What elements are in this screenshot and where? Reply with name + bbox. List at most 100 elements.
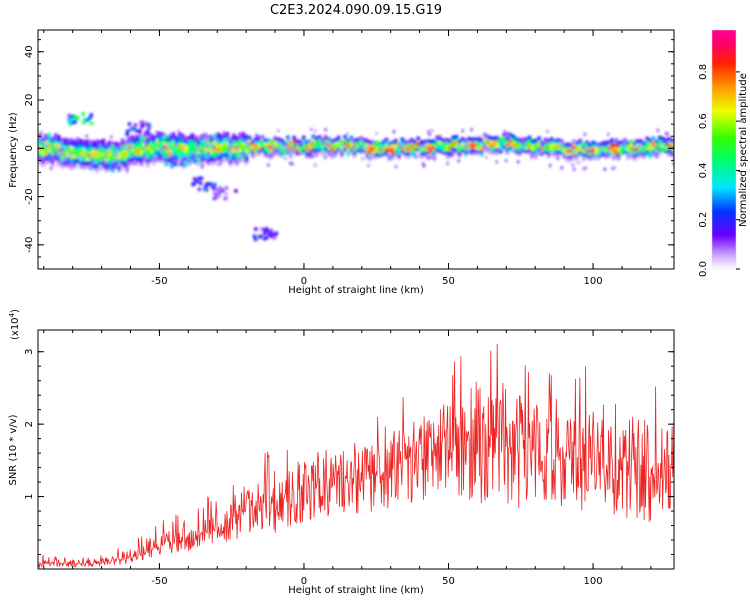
heatmap-cell — [616, 150, 621, 155]
heatmap-cell — [57, 143, 61, 148]
heatmap-cell — [79, 142, 83, 147]
heatmap-cell — [454, 138, 459, 143]
heatmap-cell — [397, 153, 401, 158]
heatmap-cell — [432, 147, 436, 152]
heatmap-cell — [139, 159, 144, 164]
heatmap-speck — [571, 163, 575, 167]
heatmap-cell — [480, 138, 484, 143]
heatmap-cell — [171, 141, 176, 146]
heatmap-cell — [168, 139, 172, 144]
heatmap-speck — [326, 142, 329, 146]
heatmap-speck — [243, 154, 246, 158]
heatmap-cell — [305, 152, 309, 156]
heatmap-cell — [111, 168, 115, 173]
heatmap-cell — [139, 138, 144, 143]
heatmap-cell — [476, 143, 481, 148]
heatmap-cell — [273, 141, 277, 146]
heatmap-cell — [228, 162, 233, 167]
heatmap-cell — [222, 137, 226, 142]
heatmap-cell — [426, 139, 430, 144]
heatmap-cell — [394, 147, 398, 152]
heatmap-cell — [419, 152, 424, 156]
heatmap-cell — [114, 159, 118, 163]
heatmap-cell — [356, 145, 360, 150]
heatmap-speck — [428, 132, 431, 136]
heatmap-cell — [546, 150, 551, 155]
heatmap-speck — [229, 151, 233, 154]
heatmap-cell — [66, 164, 71, 169]
heatmap-cell — [642, 143, 646, 148]
heatmap-cell — [142, 150, 147, 155]
heatmap-cell — [311, 138, 316, 143]
heatmap-cell — [375, 152, 379, 157]
heatmap-cell — [79, 148, 83, 153]
heatmap-cell — [235, 142, 239, 146]
heatmap-cell — [44, 142, 48, 147]
heatmap-cell — [502, 147, 506, 151]
heatmap-cell — [572, 150, 576, 155]
heatmap-cell — [594, 150, 599, 155]
heatmap-cell — [44, 148, 48, 153]
heatmap-cell — [645, 139, 649, 144]
heatmap-cell — [95, 142, 99, 147]
heatmap-cell — [50, 156, 55, 161]
heatmap-speck — [260, 137, 263, 141]
heatmap-cell — [419, 143, 424, 147]
heatmap-cell — [41, 139, 45, 144]
heatmap-cell — [219, 155, 223, 160]
heatmap-cell — [53, 148, 58, 153]
heatmap-cell — [209, 161, 214, 166]
heatmap-cell — [511, 143, 516, 148]
heatmap-cell — [457, 148, 462, 153]
heatmap-cell — [136, 161, 141, 166]
heatmap-cell — [228, 139, 233, 144]
heatmap-cell — [451, 149, 455, 154]
heatmap-blob-cell — [76, 116, 80, 120]
heatmap-cell — [502, 138, 506, 143]
heatmap-cell — [174, 136, 179, 141]
x-tick-label: 0 — [301, 276, 307, 287]
heatmap-speck — [285, 145, 288, 149]
heatmap-cell — [82, 139, 87, 144]
heatmap-cell — [515, 145, 519, 150]
heatmap-cell — [241, 156, 246, 161]
heatmap-blob-cell — [204, 185, 208, 189]
heatmap-cell — [502, 141, 506, 146]
heatmap-cell — [181, 139, 185, 144]
heatmap-cell — [95, 148, 99, 153]
heatmap-cell — [445, 141, 449, 146]
heatmap-cell — [591, 140, 595, 145]
heatmap-cell — [410, 143, 414, 148]
heatmap-cell — [604, 151, 608, 156]
heatmap-cell — [219, 158, 223, 163]
heatmap-cell — [333, 140, 338, 145]
heatmap-cell — [235, 159, 239, 164]
heatmap-cell — [219, 152, 223, 157]
heatmap-cell — [403, 148, 408, 153]
heatmap-cell — [658, 135, 662, 140]
heatmap-cell — [171, 144, 176, 149]
heatmap-cell — [362, 138, 366, 143]
heatmap-cell — [661, 142, 665, 147]
heatmap-cell — [133, 136, 137, 141]
heatmap-speck — [523, 142, 527, 146]
heatmap-speck — [651, 153, 654, 156]
heatmap-cell — [664, 149, 669, 154]
heatmap-cell — [594, 156, 599, 160]
heatmap-cell — [165, 134, 169, 139]
heatmap-cell — [98, 166, 102, 171]
heatmap-cell — [289, 142, 293, 147]
heatmap-cell — [254, 146, 258, 150]
y-tick-label: 40 — [24, 45, 35, 58]
heatmap-cell — [117, 167, 122, 172]
heatmap-cell — [117, 165, 122, 170]
heatmap-blob-cell — [86, 117, 90, 121]
heatmap-speck — [85, 134, 88, 138]
heatmap-cell — [515, 140, 519, 145]
heatmap-cell — [162, 141, 166, 145]
heatmap-cell — [130, 147, 134, 152]
heatmap-cell — [57, 140, 61, 145]
heatmap-speck — [478, 136, 481, 140]
heatmap-cell — [158, 135, 163, 140]
heatmap-cell — [365, 142, 370, 147]
